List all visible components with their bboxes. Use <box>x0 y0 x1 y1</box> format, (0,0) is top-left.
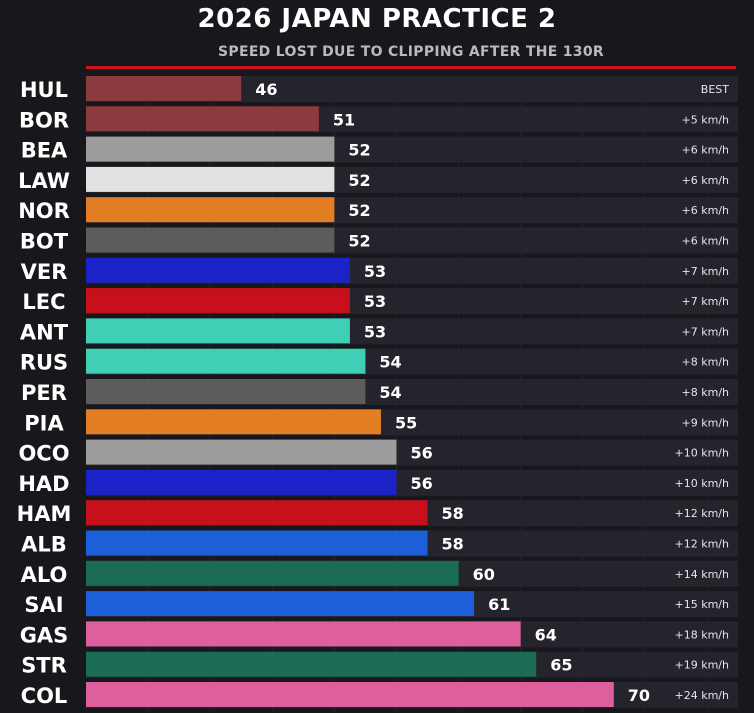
delta-label: +5 km/h <box>682 113 730 126</box>
driver-label: HAD <box>18 472 69 496</box>
delta-label: +6 km/h <box>682 204 730 217</box>
delta-label: +8 km/h <box>682 386 730 399</box>
driver-label: SAI <box>24 593 63 617</box>
value-label: 60 <box>473 565 495 584</box>
driver-label: GAS <box>20 623 69 647</box>
value-label: 58 <box>442 535 464 554</box>
delta-label: +9 km/h <box>682 416 730 429</box>
bar-per <box>86 379 366 404</box>
driver-label: ANT <box>20 320 69 344</box>
driver-label: PIA <box>24 411 64 435</box>
bar-gas <box>86 621 521 647</box>
driver-label: PER <box>21 381 67 405</box>
value-label: 46 <box>255 80 277 99</box>
delta-label: +7 km/h <box>682 265 730 278</box>
delta-label: +15 km/h <box>675 598 730 611</box>
value-label: 58 <box>442 504 464 523</box>
value-label: 54 <box>379 353 401 372</box>
delta-label: +6 km/h <box>682 235 730 248</box>
driver-label: ALB <box>21 533 67 557</box>
delta-label: +24 km/h <box>675 689 730 702</box>
delta-label: +8 km/h <box>682 356 730 369</box>
value-label: 52 <box>348 171 370 190</box>
bar-ant <box>86 318 350 344</box>
driver-label: BOR <box>19 108 69 132</box>
delta-label: +6 km/h <box>682 174 730 187</box>
bar-alb <box>86 530 428 556</box>
value-label: 52 <box>348 141 370 160</box>
bar-sai <box>86 591 475 617</box>
value-label: 70 <box>628 686 650 705</box>
bar-lec <box>86 288 350 314</box>
value-label: 53 <box>364 322 386 341</box>
driver-label: BEA <box>21 139 68 163</box>
delta-label: +18 km/h <box>675 628 730 641</box>
bar-pia <box>86 409 381 435</box>
delta-label: BEST <box>701 83 729 96</box>
driver-label: BOT <box>20 230 69 254</box>
chart-subtitle: SPEED LOST DUE TO CLIPPING AFTER THE 130… <box>218 44 604 60</box>
driver-label: NOR <box>18 199 70 223</box>
delta-label: +10 km/h <box>675 447 730 460</box>
bar-law <box>86 166 335 192</box>
delta-label: +10 km/h <box>675 477 730 490</box>
driver-label: STR <box>21 654 67 678</box>
bar-bor <box>86 106 319 132</box>
value-label: 56 <box>410 474 432 493</box>
value-label: 53 <box>364 292 386 311</box>
title-underline <box>86 66 736 69</box>
bar-ham <box>86 500 428 526</box>
bar-rus <box>86 348 366 374</box>
bar-hul <box>86 76 242 101</box>
bar-str <box>86 651 537 677</box>
value-label: 56 <box>410 444 432 463</box>
value-label: 65 <box>550 656 572 675</box>
value-label: 53 <box>364 262 386 281</box>
driver-label: ALO <box>21 563 68 587</box>
delta-label: +6 km/h <box>682 144 730 157</box>
bar-ver <box>86 257 350 283</box>
bar-nor <box>86 197 335 223</box>
delta-label: +7 km/h <box>682 295 730 308</box>
delta-label: +7 km/h <box>682 325 730 338</box>
delta-label: +19 km/h <box>675 659 730 672</box>
driver-label: LAW <box>18 169 70 193</box>
delta-label: +14 km/h <box>675 568 730 581</box>
value-label: 52 <box>348 201 370 220</box>
bar-oco <box>86 439 397 465</box>
value-label: 51 <box>333 110 355 129</box>
driver-label: COL <box>21 684 68 708</box>
chart-title: 2026 JAPAN PRACTICE 2 <box>197 4 557 34</box>
driver-label: LEC <box>22 290 65 314</box>
driver-label: HUL <box>20 78 68 102</box>
driver-label: HAM <box>17 502 72 526</box>
delta-label: +12 km/h <box>675 507 730 520</box>
driver-label: RUS <box>20 351 68 375</box>
bar-bot <box>86 227 335 253</box>
bar-had <box>86 469 397 495</box>
value-label: 61 <box>488 595 510 614</box>
bar-col <box>86 682 614 707</box>
bar-alo <box>86 560 459 586</box>
delta-label: +12 km/h <box>675 538 730 551</box>
driver-label: VER <box>21 260 68 284</box>
value-label: 64 <box>535 625 557 644</box>
value-label: 55 <box>395 413 417 432</box>
value-label: 54 <box>379 383 401 402</box>
bar-bea <box>86 136 335 162</box>
value-label: 52 <box>348 232 370 251</box>
driver-label: OCO <box>18 442 69 466</box>
